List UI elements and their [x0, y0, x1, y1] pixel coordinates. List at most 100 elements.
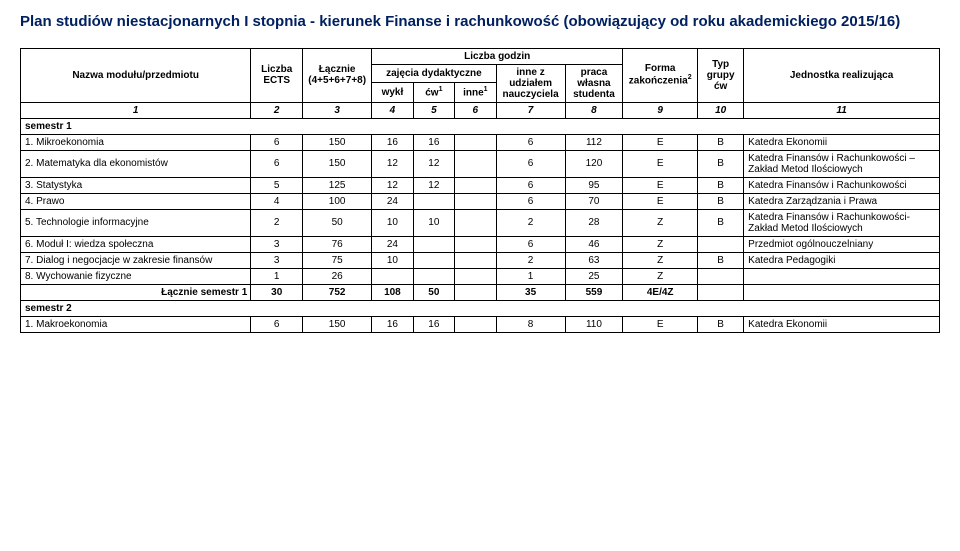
- cell-lac: 100: [303, 193, 372, 209]
- sum-typ: [698, 284, 744, 300]
- cell-ects: 6: [251, 134, 303, 150]
- cell-n: 5. Technologie informacyjne: [21, 209, 251, 236]
- cell-typ: B: [698, 316, 744, 332]
- cell-n: 1. Makroekonomia: [21, 316, 251, 332]
- cell-typ: B: [698, 252, 744, 268]
- sum-cw: 50: [413, 284, 454, 300]
- cell-jed: Katedra Finansów i Rachunkowości: [744, 177, 940, 193]
- cell-praca: 95: [565, 177, 623, 193]
- cell-inne: [455, 193, 496, 209]
- header-cw: ćw1: [413, 82, 454, 102]
- cell-n: 1. Mikroekonomia: [21, 134, 251, 150]
- cell-praca: 28: [565, 209, 623, 236]
- cell-jed: Katedra Finansów i Rachunkowości-Zakład …: [744, 209, 940, 236]
- cell-jed: Katedra Ekonomii: [744, 316, 940, 332]
- cell-cw: [413, 268, 454, 284]
- colnum-2: 2: [251, 102, 303, 118]
- cell-ects: 3: [251, 236, 303, 252]
- colnum-5: 5: [413, 102, 454, 118]
- sum-ects: 30: [251, 284, 303, 300]
- sum-inneZ: 35: [496, 284, 565, 300]
- header-wykl: wykł: [372, 82, 413, 102]
- cell-ects: 1: [251, 268, 303, 284]
- cell-wyk: 12: [372, 150, 413, 177]
- cell-ects: 4: [251, 193, 303, 209]
- header-praca: praca własna studenta: [565, 64, 623, 102]
- cell-jed: Katedra Pedagogiki: [744, 252, 940, 268]
- curriculum-table: Nazwa modułu/przedmiotu Liczba ECTS Łącz…: [20, 48, 940, 333]
- colnum-11: 11: [744, 102, 940, 118]
- cell-forma: E: [623, 150, 698, 177]
- cell-inneZ: 6: [496, 236, 565, 252]
- cell-praca: 110: [565, 316, 623, 332]
- cell-inne: [455, 236, 496, 252]
- cell-wyk: 24: [372, 236, 413, 252]
- cell-praca: 63: [565, 252, 623, 268]
- cell-jed: Katedra Zarządzania i Prawa: [744, 193, 940, 209]
- cell-lac: 50: [303, 209, 372, 236]
- cell-forma: E: [623, 193, 698, 209]
- cell-wyk: 10: [372, 252, 413, 268]
- colnum-7: 7: [496, 102, 565, 118]
- sum-forma: 4E/4Z: [623, 284, 698, 300]
- cell-jed: Katedra Ekonomii: [744, 134, 940, 150]
- cell-lac: 150: [303, 150, 372, 177]
- cell-inneZ: 2: [496, 252, 565, 268]
- cell-n: 6. Moduł I: wiedza społeczna: [21, 236, 251, 252]
- cell-wyk: [372, 268, 413, 284]
- cell-praca: 120: [565, 150, 623, 177]
- cell-n: 7. Dialog i negocjacje w zakresie finans…: [21, 252, 251, 268]
- sum-jed: [744, 284, 940, 300]
- cell-praca: 112: [565, 134, 623, 150]
- cell-cw: 12: [413, 177, 454, 193]
- cell-lac: 76: [303, 236, 372, 252]
- page-title: Plan studiów niestacjonarnych I stopnia …: [20, 12, 940, 32]
- header-ects: Liczba ECTS: [251, 48, 303, 102]
- cell-ects: 3: [251, 252, 303, 268]
- cell-inne: [455, 252, 496, 268]
- semester-label: semestr 1: [21, 118, 940, 134]
- cell-jed: [744, 268, 940, 284]
- colnum-6: 6: [455, 102, 496, 118]
- cell-lac: 125: [303, 177, 372, 193]
- cell-praca: 46: [565, 236, 623, 252]
- cell-typ: B: [698, 177, 744, 193]
- cell-inne: [455, 177, 496, 193]
- cell-inne: [455, 268, 496, 284]
- cell-jed: Katedra Finansów i Rachunkowości – Zakła…: [744, 150, 940, 177]
- cell-inneZ: 6: [496, 177, 565, 193]
- cell-forma: Z: [623, 236, 698, 252]
- cell-inneZ: 8: [496, 316, 565, 332]
- cell-inne: [455, 209, 496, 236]
- cell-praca: 70: [565, 193, 623, 209]
- header-godzin: Liczba godzin: [372, 48, 623, 64]
- cell-typ: B: [698, 150, 744, 177]
- colnum-3: 3: [303, 102, 372, 118]
- sum-wyk: 108: [372, 284, 413, 300]
- cell-inneZ: 2: [496, 209, 565, 236]
- cell-cw: 16: [413, 134, 454, 150]
- sum-lac: 752: [303, 284, 372, 300]
- cell-lac: 26: [303, 268, 372, 284]
- cell-inneZ: 6: [496, 193, 565, 209]
- cell-forma: Z: [623, 252, 698, 268]
- cell-n: 8. Wychowanie fizyczne: [21, 268, 251, 284]
- cell-wyk: 16: [372, 316, 413, 332]
- header-zajecia: zajęcia dydaktyczne: [372, 64, 496, 82]
- cell-forma: E: [623, 134, 698, 150]
- cell-cw: 16: [413, 316, 454, 332]
- cell-typ: [698, 268, 744, 284]
- cell-inne: [455, 150, 496, 177]
- header-forma: Forma zakończenia2: [623, 48, 698, 102]
- cell-praca: 25: [565, 268, 623, 284]
- cell-lac: 150: [303, 134, 372, 150]
- sum-inne: [455, 284, 496, 300]
- cell-inne: [455, 316, 496, 332]
- cell-ects: 5: [251, 177, 303, 193]
- cell-inneZ: 1: [496, 268, 565, 284]
- header-nazwa: Nazwa modułu/przedmiotu: [21, 48, 251, 102]
- header-inneZ: inne z udziałem nauczyciela: [496, 64, 565, 102]
- header-lacznie: Łącznie (4+5+6+7+8): [303, 48, 372, 102]
- colnum-4: 4: [372, 102, 413, 118]
- cell-wyk: 12: [372, 177, 413, 193]
